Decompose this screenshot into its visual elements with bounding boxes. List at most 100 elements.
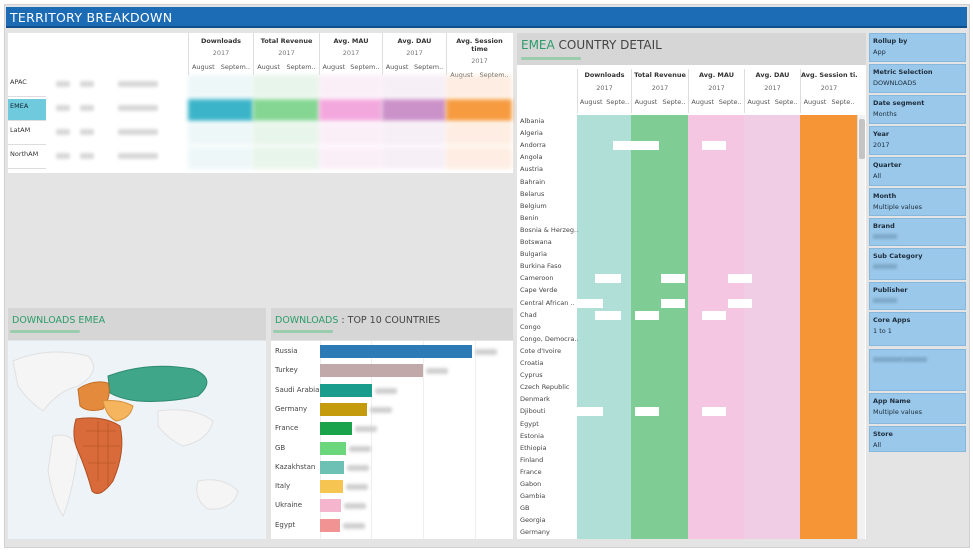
bar-germany[interactable]: [320, 402, 368, 416]
territory-cell[interactable]: [382, 147, 446, 169]
country-row-label[interactable]: Estonia: [520, 431, 544, 440]
territory-cell[interactable]: [253, 123, 319, 145]
country-row-label[interactable]: Cameroon: [520, 274, 554, 283]
filter-blurred-value[interactable]: [873, 264, 897, 269]
region-emea[interactable]: EMEA: [8, 99, 46, 121]
filter-brand[interactable]: Brand: [869, 218, 966, 246]
country-row-label[interactable]: Central African ..: [520, 298, 575, 307]
territory-cell[interactable]: [446, 99, 512, 121]
territory-cell[interactable]: [446, 123, 512, 145]
country-row-label[interactable]: Albania: [520, 117, 545, 125]
country-row-label[interactable]: Gambia: [520, 492, 546, 501]
country-row-label[interactable]: Bulgaria: [520, 250, 547, 259]
territory-header-4[interactable]: Avg. Session time 2017 August Septem..: [446, 33, 512, 79]
country-row-label[interactable]: Cyprus: [520, 371, 543, 380]
territory-cell[interactable]: [319, 75, 382, 97]
country-row-label[interactable]: Denmark: [520, 395, 550, 404]
filter-publisher[interactable]: Publisher: [869, 282, 966, 310]
territory-cell[interactable]: [188, 123, 253, 145]
country-row-label[interactable]: Finland: [520, 455, 544, 464]
country-row-label[interactable]: Gabon: [520, 480, 542, 488]
filter-value[interactable]: Months: [873, 110, 897, 118]
filter-value[interactable]: Multiple values: [873, 408, 923, 416]
filter-value[interactable]: All: [873, 441, 882, 449]
region-latam[interactable]: LatAM: [8, 123, 46, 145]
country-row-label[interactable]: Algeria: [520, 129, 543, 138]
region-northam[interactable]: NorthAM: [8, 147, 46, 169]
country-row-label[interactable]: Croatia: [520, 359, 544, 367]
country-row-label[interactable]: Congo, Democra..: [520, 334, 578, 343]
territory-cell[interactable]: [446, 147, 512, 169]
country-row-label[interactable]: Andorra: [520, 141, 546, 150]
territory-header-0[interactable]: Downloads 2017 August Septem..: [188, 33, 253, 75]
country-row-label[interactable]: Belgium: [520, 201, 547, 210]
country-row-label[interactable]: Ethiopia: [520, 443, 547, 452]
country-row-label[interactable]: Bahrain: [520, 177, 546, 186]
filter-value[interactable]: App: [873, 48, 886, 56]
territory-cell[interactable]: [188, 147, 253, 169]
country-row-label[interactable]: Czech Republic: [520, 383, 570, 392]
country-row-label[interactable]: Egypt: [520, 419, 539, 428]
territory-cell[interactable]: [253, 75, 319, 97]
territory-cell[interactable]: [319, 147, 382, 169]
filter-sub-category[interactable]: Sub Category: [869, 248, 966, 280]
country-row-label[interactable]: Chad: [520, 310, 537, 319]
country-row-label[interactable]: Benin: [520, 213, 539, 222]
country-row-label[interactable]: Angola: [520, 153, 543, 162]
territory-cell[interactable]: [382, 123, 446, 145]
territory-header-3[interactable]: Avg. DAU 2017 August Septem..: [382, 33, 446, 75]
country-header-3[interactable]: Avg. DAU 2017 August Septe..: [744, 69, 800, 113]
territory-header-1[interactable]: Total Revenue 2017 August Septem..: [253, 33, 319, 75]
country-row-label[interactable]: Congo: [520, 322, 541, 331]
filter-quarter[interactable]: Quarter All: [869, 157, 966, 186]
bar-kazakhstan[interactable]: [320, 460, 345, 474]
filter-value[interactable]: DOWNLOADS: [873, 79, 917, 87]
filter-metric-selection[interactable]: Metric Selection DOWNLOADS: [869, 64, 966, 93]
country-row-label[interactable]: GB: [520, 504, 530, 513]
country-row-label[interactable]: Georgia: [520, 516, 546, 525]
country-row-label[interactable]: Burkina Faso: [520, 262, 562, 271]
filter-blurred-value[interactable]: [903, 357, 927, 362]
territory-cell[interactable]: [188, 99, 253, 121]
territory-cell[interactable]: [319, 99, 382, 121]
country-row-label[interactable]: Austria: [520, 165, 543, 174]
country-row-label[interactable]: France: [520, 467, 542, 476]
territory-header-2[interactable]: Avg. MAU 2017 August Septem..: [319, 33, 382, 75]
country-row-label[interactable]: Germany: [520, 528, 550, 537]
filter-core-apps[interactable]: Core Apps 1 to 1: [869, 312, 966, 346]
territory-cell[interactable]: [382, 99, 446, 121]
country-header-0[interactable]: Downloads 2017 August Septe..: [577, 69, 631, 113]
filter-month[interactable]: Month Multiple values: [869, 188, 966, 216]
country-row-label[interactable]: Cote d'Ivoire: [520, 346, 562, 355]
filter-rollup-by[interactable]: Rollup by App: [869, 33, 966, 62]
filter-blurred[interactable]: [869, 349, 966, 391]
country-row-label[interactable]: Cape Verde: [520, 286, 558, 295]
country-row-label[interactable]: Botswana: [520, 238, 552, 246]
filter-blurred-value[interactable]: [873, 234, 897, 239]
filter-store[interactable]: Store All: [869, 426, 966, 452]
filter-date-segment[interactable]: Date segment Months: [869, 95, 966, 124]
territory-cell[interactable]: [253, 99, 319, 121]
country-header-2[interactable]: Avg. MAU 2017 August Septe..: [688, 69, 744, 113]
territory-cell[interactable]: [188, 75, 253, 97]
filter-value[interactable]: 1 to 1: [873, 327, 892, 335]
filter-blurred-value[interactable]: [873, 298, 897, 303]
bar-saudi-arabia[interactable]: [320, 383, 372, 397]
scrollbar-thumb[interactable]: [859, 119, 865, 159]
filter-value[interactable]: Multiple values: [873, 203, 923, 211]
bar-turkey[interactable]: [320, 364, 424, 378]
bar-france[interactable]: [320, 422, 352, 436]
bar-russia[interactable]: [320, 345, 472, 358]
filter-value[interactable]: 2017: [873, 141, 890, 149]
filter-app-name[interactable]: App Name Multiple values: [869, 393, 966, 424]
bar-egypt[interactable]: [320, 518, 340, 532]
bar-ukraine[interactable]: [320, 499, 342, 513]
country-detail-scrollbar[interactable]: [857, 115, 865, 539]
country-row-label[interactable]: Bosnia & Herzeg..: [520, 225, 578, 234]
country-header-1[interactable]: Total Revenue 2017 August Septe..: [631, 69, 688, 113]
country-row-label[interactable]: Djibouti: [520, 407, 546, 416]
territory-cell[interactable]: [319, 123, 382, 145]
region-apac[interactable]: APAC: [8, 75, 46, 97]
downloads-map[interactable]: [8, 341, 266, 539]
country-row-label[interactable]: Belarus: [520, 189, 545, 198]
